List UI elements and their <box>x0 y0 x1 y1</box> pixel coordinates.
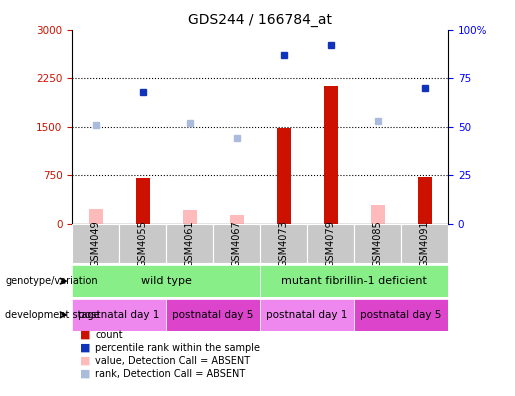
Bar <box>277 128 290 224</box>
Text: GSM4061: GSM4061 <box>184 220 195 267</box>
Text: value, Detection Call = ABSENT: value, Detection Call = ABSENT <box>95 356 250 366</box>
Bar <box>323 86 338 224</box>
Text: postnatal day 5: postnatal day 5 <box>173 310 254 320</box>
Text: ■: ■ <box>80 356 90 366</box>
Text: wild type: wild type <box>141 276 192 286</box>
Text: ■: ■ <box>80 343 90 353</box>
Text: GSM4085: GSM4085 <box>372 220 383 267</box>
Text: postnatal day 5: postnatal day 5 <box>360 310 442 320</box>
Bar <box>182 210 197 224</box>
Text: ■: ■ <box>80 329 90 340</box>
Text: mutant fibrillin-1 deficient: mutant fibrillin-1 deficient <box>281 276 427 286</box>
Bar <box>401 224 448 263</box>
Text: genotype/variation: genotype/variation <box>5 276 98 286</box>
Bar <box>119 224 166 263</box>
Bar <box>166 299 260 331</box>
Text: rank, Detection Call = ABSENT: rank, Detection Call = ABSENT <box>95 369 246 379</box>
Text: GSM4079: GSM4079 <box>325 220 336 267</box>
Title: GDS244 / 166784_at: GDS244 / 166784_at <box>188 13 332 27</box>
Text: GSM4067: GSM4067 <box>232 220 242 267</box>
Bar <box>260 224 307 263</box>
Text: GSM4073: GSM4073 <box>279 220 288 267</box>
Text: ■: ■ <box>80 369 90 379</box>
Bar <box>89 209 102 224</box>
Text: count: count <box>95 329 123 340</box>
Bar <box>370 205 385 224</box>
Text: GSM4091: GSM4091 <box>420 220 430 267</box>
Bar <box>213 224 260 263</box>
Text: development stage: development stage <box>5 310 100 320</box>
Text: percentile rank within the sample: percentile rank within the sample <box>95 343 260 353</box>
Text: GSM4055: GSM4055 <box>138 220 148 267</box>
Text: postnatal day 1: postnatal day 1 <box>78 310 160 320</box>
Bar <box>72 299 166 331</box>
Bar <box>354 224 401 263</box>
Bar <box>307 224 354 263</box>
Bar <box>418 177 432 224</box>
Text: postnatal day 1: postnatal day 1 <box>266 310 348 320</box>
Bar <box>72 265 260 297</box>
Bar <box>260 299 354 331</box>
Bar <box>166 224 213 263</box>
Bar <box>260 265 448 297</box>
Bar <box>354 299 448 331</box>
Text: GSM4049: GSM4049 <box>91 220 100 267</box>
Bar <box>135 179 150 224</box>
Bar <box>72 224 119 263</box>
Bar <box>230 215 244 224</box>
